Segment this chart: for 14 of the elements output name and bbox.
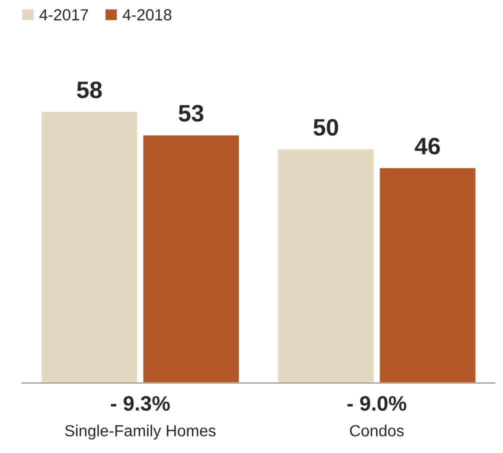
text: - 9.3% bbox=[110, 396, 170, 411]
bar bbox=[378, 166, 477, 383]
bar bbox=[40, 110, 139, 383]
text: - 9.0% bbox=[347, 396, 406, 411]
x-tick-label: Condos bbox=[350, 424, 404, 436]
bar bbox=[142, 134, 240, 383]
legend-label: 4-2018 bbox=[122, 9, 172, 20]
bar bbox=[276, 148, 376, 383]
legend-label: 4-2017 bbox=[39, 9, 88, 20]
x-tick-label: Single-Family Homes bbox=[65, 424, 216, 440]
data-label: 46 bbox=[414, 138, 440, 154]
data-label: 50 bbox=[314, 118, 338, 136]
data-label: 58 bbox=[77, 81, 102, 98]
data-label: 53 bbox=[178, 104, 204, 122]
